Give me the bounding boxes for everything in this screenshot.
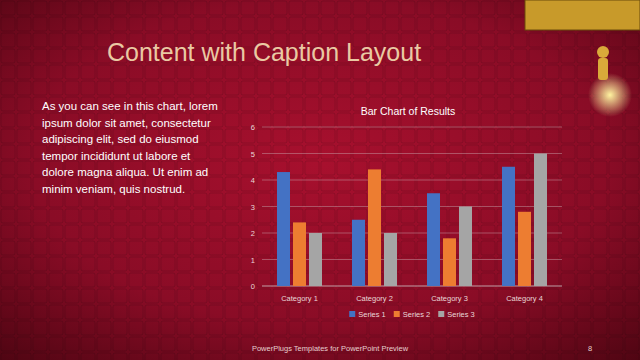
x-tick-label: Category 1 (281, 294, 318, 303)
grid-line (262, 259, 562, 260)
legend-swatch (438, 311, 444, 317)
legend-label: Series 2 (403, 310, 431, 319)
y-tick-label: 4 (251, 176, 255, 185)
grid-line (262, 233, 562, 234)
y-tick-label: 3 (251, 203, 255, 212)
legend-label: Series 1 (358, 310, 386, 319)
chart-title: Bar Chart of Results (361, 105, 456, 117)
gold-figure-body (598, 58, 608, 80)
y-tick-label: 0 (251, 282, 255, 291)
grid-line (262, 153, 562, 154)
gold-block (525, 0, 640, 30)
y-tick-label: 2 (251, 229, 255, 238)
bar (293, 222, 306, 286)
bar (518, 212, 531, 286)
x-tick-label: Category 2 (356, 294, 393, 303)
y-tick-label: 1 (251, 256, 255, 265)
y-tick-label: 5 (251, 150, 255, 159)
bar (459, 207, 472, 287)
bar (502, 167, 515, 286)
bar (534, 154, 547, 287)
bar (277, 172, 290, 286)
caption-line: minim veniam, quis nostrud. (42, 183, 185, 195)
page-number: 8 (588, 344, 592, 353)
caption-line: As you can see in this chart, lorem (42, 100, 218, 112)
legend-swatch (349, 311, 355, 317)
x-tick-label: Category 4 (506, 294, 543, 303)
footer: PowerPlugs Templates for PowerPoint Prev… (252, 344, 409, 353)
slide-title: Content with Caption Layout (107, 38, 421, 66)
decoration (525, 0, 640, 117)
grid-line (262, 180, 562, 181)
background-texture (0, 0, 640, 360)
legend: Series 1 Series 2 Series 3 (349, 310, 475, 319)
bar (427, 193, 440, 286)
background (0, 0, 640, 360)
bars (277, 154, 547, 287)
slide: Content with Caption Layout As you can se… (0, 0, 640, 360)
caption-line: tempor incididunt ut labore et (42, 150, 191, 162)
caption-line: ipsum dolor sit amet, consectetur (42, 117, 211, 129)
bar (309, 233, 322, 286)
x-tick-label: Category 3 (431, 294, 468, 303)
grid-line (262, 206, 562, 207)
bar (443, 238, 456, 286)
bar (384, 233, 397, 286)
caption-line: adipiscing elit, sed do eiusmod (42, 133, 199, 145)
grid-line (262, 127, 562, 128)
caption-line: dolore magna aliqua. Ut enim ad (42, 166, 208, 178)
grid-line (262, 286, 562, 287)
legend-label: Series 3 (447, 310, 475, 319)
bar (368, 169, 381, 286)
gold-figure-head (597, 46, 609, 58)
legend-swatch (394, 311, 400, 317)
y-tick-label: 6 (251, 123, 255, 132)
glow (588, 73, 632, 117)
bar (352, 220, 365, 286)
